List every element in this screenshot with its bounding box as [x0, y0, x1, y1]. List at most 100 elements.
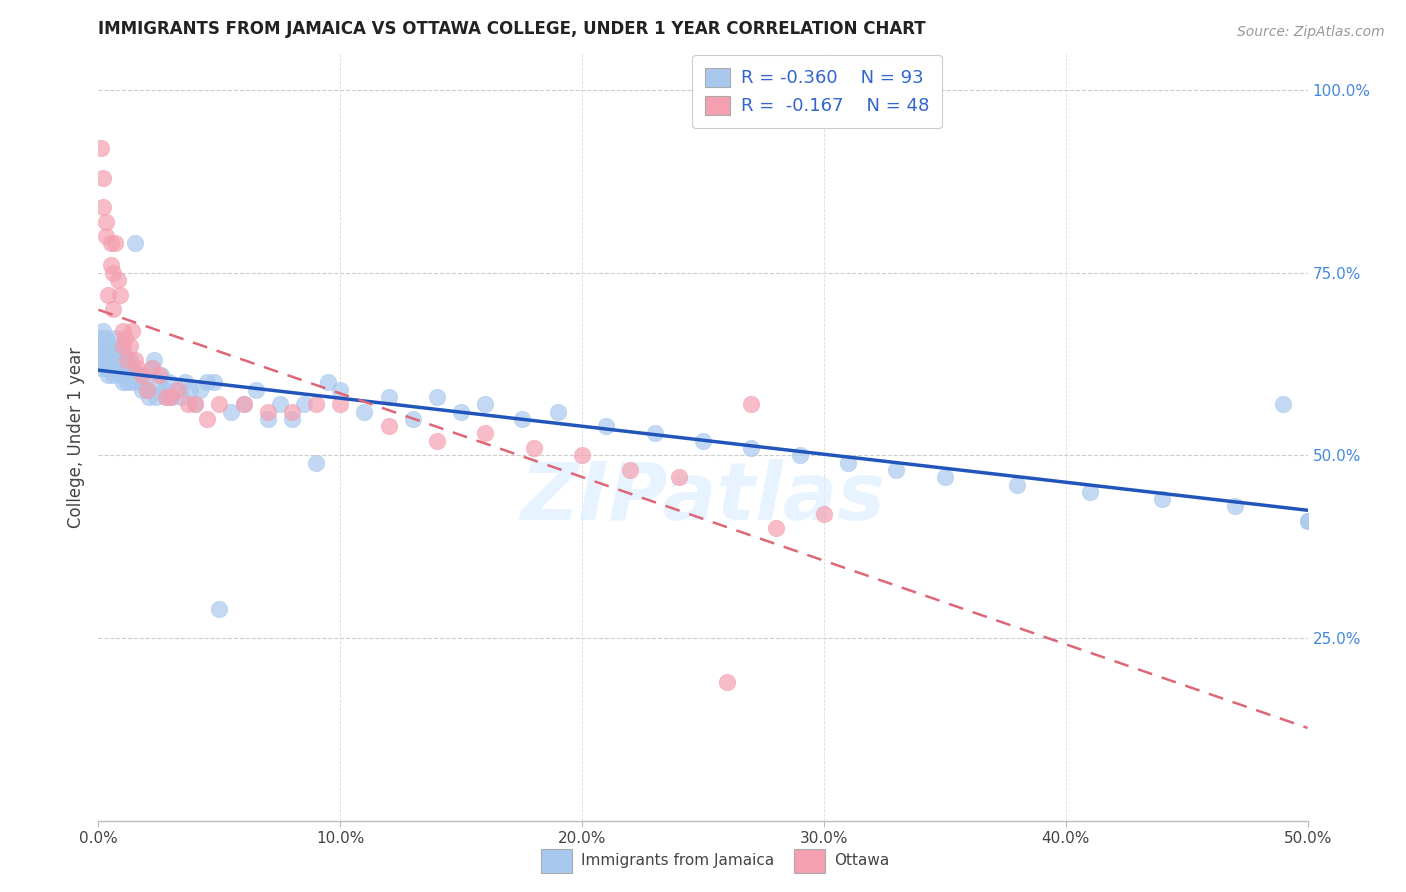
- Point: [97, 368, 120, 382]
- Point: [1296, 514, 1319, 528]
- Point: [402, 412, 425, 426]
- Point: [108, 368, 131, 382]
- Legend: R = -0.360    N = 93, R =  -0.167    N = 48: R = -0.360 N = 93, R = -0.167 N = 48: [692, 55, 942, 128]
- Point: [111, 376, 134, 390]
- Point: [101, 368, 124, 382]
- Point: [934, 470, 956, 484]
- Point: [179, 383, 201, 397]
- Point: [118, 353, 141, 368]
- Point: [837, 456, 859, 470]
- Point: [740, 397, 762, 411]
- Point: [644, 426, 666, 441]
- Point: [510, 412, 533, 426]
- Point: [157, 376, 180, 390]
- Text: Source: ZipAtlas.com: Source: ZipAtlas.com: [1237, 25, 1385, 39]
- Text: IMMIGRANTS FROM JAMAICA VS OTTAWA COLLEGE, UNDER 1 YEAR CORRELATION CHART: IMMIGRANTS FROM JAMAICA VS OTTAWA COLLEG…: [98, 21, 927, 38]
- Point: [111, 360, 134, 375]
- Point: [118, 368, 141, 382]
- Point: [281, 404, 304, 418]
- Point: [124, 236, 146, 251]
- Point: [100, 339, 122, 353]
- Point: [90, 346, 112, 360]
- Point: [547, 404, 569, 418]
- Point: [135, 383, 157, 397]
- Point: [208, 601, 231, 615]
- Point: [94, 360, 117, 375]
- Point: [305, 397, 328, 411]
- Point: [111, 346, 134, 360]
- Point: [150, 368, 173, 382]
- Point: [426, 390, 449, 404]
- Point: [107, 273, 129, 287]
- Point: [134, 376, 156, 390]
- Point: [114, 353, 136, 368]
- Point: [94, 331, 117, 345]
- Point: [195, 376, 218, 390]
- Point: [94, 214, 117, 228]
- Point: [188, 383, 211, 397]
- Point: [97, 339, 120, 353]
- Point: [1007, 477, 1029, 491]
- Point: [1078, 484, 1101, 499]
- Point: [167, 383, 190, 397]
- Point: [104, 236, 127, 251]
- Point: [474, 397, 496, 411]
- Point: [523, 441, 546, 455]
- Point: [165, 383, 187, 397]
- Point: [195, 412, 218, 426]
- Point: [789, 448, 811, 462]
- Point: [204, 376, 226, 390]
- Point: [127, 376, 149, 390]
- Point: [232, 397, 254, 411]
- Point: [91, 200, 114, 214]
- Point: [117, 353, 139, 368]
- Point: [619, 463, 641, 477]
- Point: [107, 346, 129, 360]
- Point: [152, 383, 174, 397]
- Point: [101, 346, 124, 360]
- Point: [94, 346, 117, 360]
- Point: [141, 360, 163, 375]
- Point: [1223, 500, 1246, 514]
- Point: [127, 360, 149, 375]
- Bar: [541, 849, 572, 873]
- Point: [108, 287, 131, 301]
- Point: [668, 470, 690, 484]
- Point: [101, 302, 124, 317]
- Point: [141, 360, 163, 375]
- Point: [281, 412, 304, 426]
- Point: [131, 383, 153, 397]
- Point: [94, 229, 117, 244]
- Point: [155, 390, 177, 404]
- Y-axis label: College, Under 1 year: College, Under 1 year: [66, 346, 84, 528]
- Point: [292, 397, 315, 411]
- Point: [169, 390, 191, 404]
- Point: [160, 390, 183, 404]
- Point: [114, 368, 136, 382]
- Point: [155, 390, 177, 404]
- Point: [117, 376, 139, 390]
- Point: [121, 376, 143, 390]
- Point: [269, 397, 291, 411]
- Point: [316, 376, 339, 390]
- Point: [101, 266, 124, 280]
- Point: [104, 360, 127, 375]
- Point: [174, 376, 197, 390]
- Point: [121, 324, 143, 338]
- Point: [91, 339, 114, 353]
- Point: [90, 331, 112, 345]
- Point: [160, 390, 183, 404]
- Point: [108, 353, 131, 368]
- Point: [571, 448, 593, 462]
- Point: [377, 419, 399, 434]
- Point: [135, 383, 157, 397]
- Point: [245, 383, 267, 397]
- Point: [145, 390, 167, 404]
- Point: [148, 376, 170, 390]
- Text: Ottawa: Ottawa: [834, 854, 889, 869]
- Point: [128, 368, 150, 382]
- Point: [131, 368, 153, 382]
- Point: [97, 287, 120, 301]
- Point: [138, 390, 160, 404]
- Point: [256, 412, 278, 426]
